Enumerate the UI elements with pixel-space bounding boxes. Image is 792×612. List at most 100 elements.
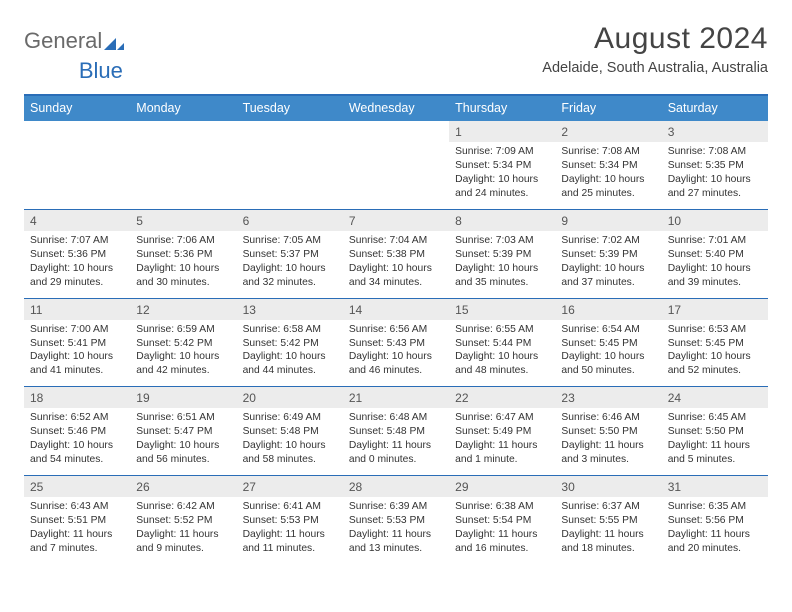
- calendar-cell: 27Sunrise: 6:41 AMSunset: 5:53 PMDayligh…: [237, 475, 343, 564]
- day-info: Daylight: 10 hours: [136, 262, 230, 276]
- day-info: Sunrise: 6:49 AM: [243, 411, 337, 425]
- calendar-cell: 0: [237, 121, 343, 209]
- calendar-cell: 2Sunrise: 7:08 AMSunset: 5:34 PMDaylight…: [555, 121, 661, 209]
- day-info: Sunrise: 6:43 AM: [30, 500, 124, 514]
- day-info: Daylight: 10 hours: [243, 350, 337, 364]
- calendar-week: 11Sunrise: 7:00 AMSunset: 5:41 PMDayligh…: [24, 298, 768, 387]
- day-info: Sunrise: 6:41 AM: [243, 500, 337, 514]
- day-info: and 48 minutes.: [455, 364, 549, 378]
- day-info: Daylight: 10 hours: [136, 439, 230, 453]
- calendar-week: 00001Sunrise: 7:09 AMSunset: 5:34 PMDayl…: [24, 121, 768, 209]
- day-number: 16: [555, 299, 661, 320]
- day-info: Daylight: 11 hours: [349, 528, 443, 542]
- calendar-cell: 10Sunrise: 7:01 AMSunset: 5:40 PMDayligh…: [662, 209, 768, 298]
- day-number: 21: [343, 387, 449, 408]
- day-info: Sunrise: 7:00 AM: [30, 323, 124, 337]
- day-info: and 16 minutes.: [455, 542, 549, 556]
- day-info: Daylight: 11 hours: [455, 439, 549, 453]
- dow-label: Monday: [130, 96, 236, 121]
- calendar-cell: 30Sunrise: 6:37 AMSunset: 5:55 PMDayligh…: [555, 475, 661, 564]
- day-info: Daylight: 10 hours: [243, 439, 337, 453]
- day-info: Daylight: 10 hours: [561, 173, 655, 187]
- day-info: and 34 minutes.: [349, 276, 443, 290]
- day-info: Sunrise: 6:39 AM: [349, 500, 443, 514]
- calendar-cell: 23Sunrise: 6:46 AMSunset: 5:50 PMDayligh…: [555, 386, 661, 475]
- calendar-cell: 29Sunrise: 6:38 AMSunset: 5:54 PMDayligh…: [449, 475, 555, 564]
- day-info: Sunrise: 6:45 AM: [668, 411, 762, 425]
- day-info: Sunset: 5:34 PM: [561, 159, 655, 173]
- header-right: August 2024 Adelaide, South Australia, A…: [542, 22, 768, 76]
- day-info: and 39 minutes.: [668, 276, 762, 290]
- day-info: Sunrise: 7:04 AM: [349, 234, 443, 248]
- day-info: Sunrise: 6:35 AM: [668, 500, 762, 514]
- calendar-cell: 11Sunrise: 7:00 AMSunset: 5:41 PMDayligh…: [24, 298, 130, 387]
- day-info: Daylight: 10 hours: [136, 350, 230, 364]
- calendar-cell: 0: [130, 121, 236, 209]
- day-number: 6: [237, 210, 343, 231]
- day-number: 5: [130, 210, 236, 231]
- day-info: Sunset: 5:50 PM: [668, 425, 762, 439]
- calendar-cell: 15Sunrise: 6:55 AMSunset: 5:44 PMDayligh…: [449, 298, 555, 387]
- day-info: Sunset: 5:55 PM: [561, 514, 655, 528]
- day-info: Daylight: 10 hours: [30, 439, 124, 453]
- dow-label: Friday: [555, 96, 661, 121]
- day-info: Sunset: 5:47 PM: [136, 425, 230, 439]
- day-number: 12: [130, 299, 236, 320]
- day-info: Sunset: 5:45 PM: [668, 337, 762, 351]
- calendar: SundayMondayTuesdayWednesdayThursdayFrid…: [24, 94, 768, 564]
- calendar-page: General August 2024 Adelaide, South Aust…: [0, 0, 792, 564]
- day-info: Sunrise: 7:01 AM: [668, 234, 762, 248]
- calendar-week: 4Sunrise: 7:07 AMSunset: 5:36 PMDaylight…: [24, 209, 768, 298]
- day-info: Sunset: 5:35 PM: [668, 159, 762, 173]
- day-info: and 13 minutes.: [349, 542, 443, 556]
- day-info: Sunrise: 6:52 AM: [30, 411, 124, 425]
- calendar-cell: 5Sunrise: 7:06 AMSunset: 5:36 PMDaylight…: [130, 209, 236, 298]
- day-info: Sunset: 5:36 PM: [30, 248, 124, 262]
- day-info: Sunset: 5:43 PM: [349, 337, 443, 351]
- day-info: Sunset: 5:52 PM: [136, 514, 230, 528]
- day-info: Sunset: 5:48 PM: [349, 425, 443, 439]
- calendar-cell: 9Sunrise: 7:02 AMSunset: 5:39 PMDaylight…: [555, 209, 661, 298]
- day-info: and 7 minutes.: [30, 542, 124, 556]
- day-number: 25: [24, 476, 130, 497]
- day-number: 23: [555, 387, 661, 408]
- day-info: and 5 minutes.: [668, 453, 762, 467]
- dow-label: Sunday: [24, 96, 130, 121]
- day-info: and 37 minutes.: [561, 276, 655, 290]
- day-info: Sunset: 5:54 PM: [455, 514, 549, 528]
- calendar-cell: 18Sunrise: 6:52 AMSunset: 5:46 PMDayligh…: [24, 386, 130, 475]
- brand-logo: General: [24, 28, 124, 54]
- calendar-cell: 7Sunrise: 7:04 AMSunset: 5:38 PMDaylight…: [343, 209, 449, 298]
- day-info: Sunrise: 6:46 AM: [561, 411, 655, 425]
- sail-icon: [117, 43, 124, 50]
- day-info: and 3 minutes.: [561, 453, 655, 467]
- day-info: and 18 minutes.: [561, 542, 655, 556]
- day-info: Daylight: 11 hours: [455, 528, 549, 542]
- day-info: and 50 minutes.: [561, 364, 655, 378]
- calendar-cell: 14Sunrise: 6:56 AMSunset: 5:43 PMDayligh…: [343, 298, 449, 387]
- calendar-cell: 24Sunrise: 6:45 AMSunset: 5:50 PMDayligh…: [662, 386, 768, 475]
- day-info: Sunrise: 6:53 AM: [668, 323, 762, 337]
- day-info: Sunset: 5:42 PM: [243, 337, 337, 351]
- day-info: Sunset: 5:41 PM: [30, 337, 124, 351]
- day-info: Daylight: 10 hours: [668, 173, 762, 187]
- day-number: 8: [449, 210, 555, 231]
- day-info: Daylight: 10 hours: [243, 262, 337, 276]
- day-info: Daylight: 10 hours: [455, 262, 549, 276]
- day-info: Sunrise: 7:03 AM: [455, 234, 549, 248]
- day-number: 3: [662, 121, 768, 142]
- day-info: Daylight: 11 hours: [561, 528, 655, 542]
- calendar-cell: 26Sunrise: 6:42 AMSunset: 5:52 PMDayligh…: [130, 475, 236, 564]
- day-info: Sunrise: 7:06 AM: [136, 234, 230, 248]
- calendar-cell: 19Sunrise: 6:51 AMSunset: 5:47 PMDayligh…: [130, 386, 236, 475]
- dow-label: Thursday: [449, 96, 555, 121]
- calendar-cell: 0: [24, 121, 130, 209]
- day-info: Sunset: 5:56 PM: [668, 514, 762, 528]
- day-number: 18: [24, 387, 130, 408]
- day-info: and 32 minutes.: [243, 276, 337, 290]
- day-info: and 20 minutes.: [668, 542, 762, 556]
- day-info: Daylight: 11 hours: [561, 439, 655, 453]
- day-info: Sunrise: 6:58 AM: [243, 323, 337, 337]
- day-info: and 24 minutes.: [455, 187, 549, 201]
- day-info: Sunset: 5:48 PM: [243, 425, 337, 439]
